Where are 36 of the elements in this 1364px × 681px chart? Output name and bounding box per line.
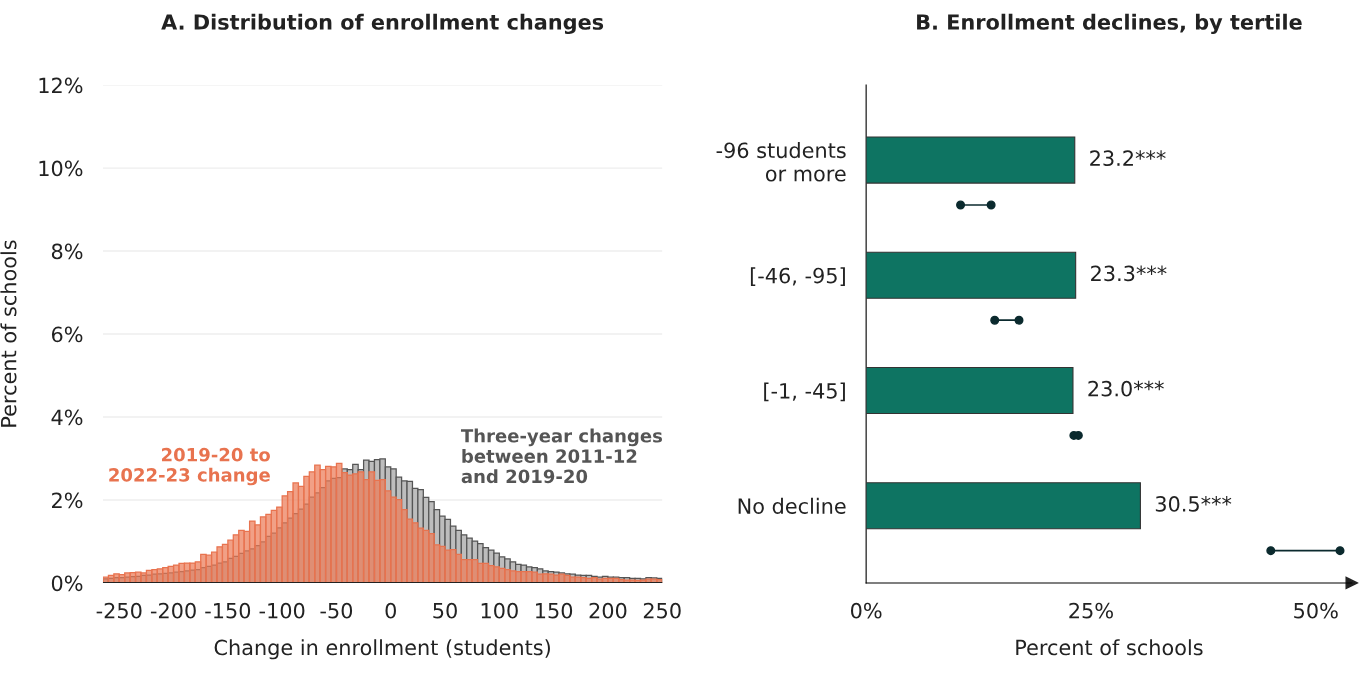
x-tick-label: 200 <box>589 602 627 619</box>
chart-title: B. Enrollment declines, by tertile <box>917 13 1302 35</box>
data-label: 23.0*** <box>1088 380 1164 397</box>
y-tick-label: [-1, -45] <box>764 382 845 402</box>
data-label: 23.2*** <box>1090 150 1166 167</box>
y-tick-label: No decline <box>738 497 846 514</box>
data-label: 30.5*** <box>1155 496 1232 512</box>
series-label: 2019-20 to 2022-23 change <box>109 447 270 486</box>
x-axis-title: Percent of schools <box>1016 639 1203 656</box>
x-tick-label: -100 <box>259 602 305 619</box>
x-tick-label: 0% <box>850 602 882 619</box>
x-tick-label: 250 <box>643 602 681 619</box>
x-tick-label: -250 <box>96 602 142 619</box>
x-tick-label: 25% <box>1069 602 1113 619</box>
y-tick-label: -96 students or more <box>716 142 846 182</box>
chart-title: A. Distribution of enrollment changes <box>161 13 604 35</box>
y-tick-label: 12% <box>39 77 83 94</box>
y-tick-label: [-46, -95] <box>750 267 845 286</box>
y-tick-label: 8% <box>51 243 83 260</box>
x-tick-label: -50 <box>320 602 353 619</box>
x-tick-label: -200 <box>150 602 196 619</box>
y-tick-label: 10% <box>39 160 83 177</box>
x-tick-label: 50 <box>433 602 457 619</box>
series-label: Three-year changes between 2011-12 and 2019-20 <box>460 428 662 484</box>
x-tick-label: -150 <box>205 602 251 619</box>
x-tick-label: 50% <box>1294 602 1338 619</box>
data-label: 23.3*** <box>1091 265 1167 282</box>
x-tick-label: 100 <box>481 602 518 619</box>
x-axis-title: Change in enrollment (students) <box>214 639 550 660</box>
y-tick-label: 0% <box>51 575 83 592</box>
y-axis-title: Percent of schools <box>0 240 17 427</box>
y-tick-label: 2% <box>52 492 83 509</box>
y-tick-label: 4% <box>51 409 83 426</box>
x-tick-label: 0 <box>385 602 396 619</box>
x-tick-label: 150 <box>536 602 573 619</box>
y-tick-label: 6% <box>51 326 83 343</box>
